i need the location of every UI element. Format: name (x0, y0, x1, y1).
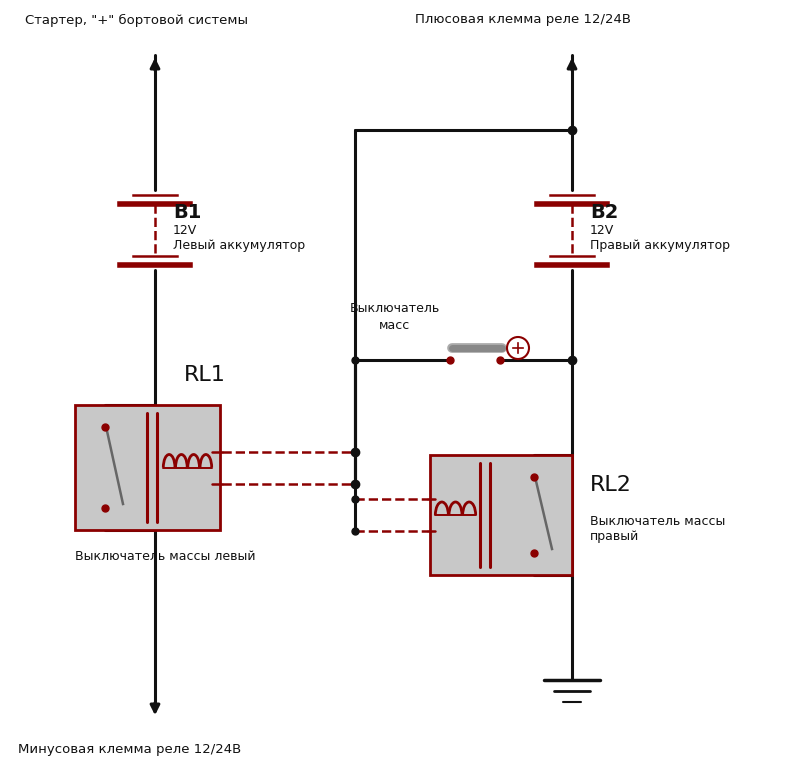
Text: 12V: 12V (173, 223, 198, 237)
Text: Выключатель массы
правый: Выключатель массы правый (590, 515, 726, 543)
Text: Минусовая клемма реле 12/24В: Минусовая клемма реле 12/24В (18, 743, 242, 756)
Bar (75, 405, 220, 530)
Text: 12V: 12V (590, 223, 614, 237)
Text: Выключатель массы левый: Выключатель массы левый (74, 550, 255, 563)
Text: RL1: RL1 (184, 365, 226, 385)
Text: Правый аккумулятор: Правый аккумулятор (590, 239, 730, 251)
Text: В2: В2 (590, 203, 618, 221)
Text: RL2: RL2 (590, 475, 632, 495)
Text: Выключатель
масс: Выключатель масс (350, 302, 440, 332)
Text: В1: В1 (173, 203, 202, 221)
Text: Плюсовая клемма реле 12/24В: Плюсовая клемма реле 12/24В (415, 14, 631, 27)
Bar (430, 455, 572, 575)
Text: Левый аккумулятор: Левый аккумулятор (173, 239, 305, 251)
Text: Стартер, "+" бортовой системы: Стартер, "+" бортовой системы (25, 14, 248, 27)
